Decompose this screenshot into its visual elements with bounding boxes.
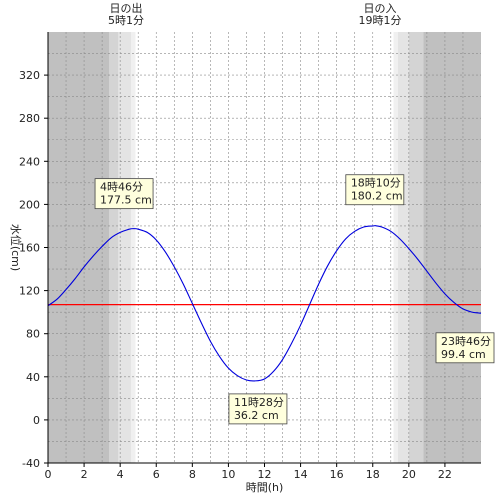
x-tick-label: 6 bbox=[153, 468, 160, 481]
callout-time: 11時28分 bbox=[234, 396, 284, 409]
callout-time: 23時46分 bbox=[441, 335, 491, 348]
sunset-title: 日の入 bbox=[364, 2, 397, 15]
sunrise-title: 日の出 bbox=[110, 1, 143, 15]
x-tick-label: 20 bbox=[402, 468, 416, 481]
callout-box bbox=[228, 393, 288, 425]
grid-lines bbox=[48, 32, 481, 463]
callout-level: 36.2 cm bbox=[234, 409, 279, 422]
callout-time: 18時10分 bbox=[351, 177, 401, 190]
y-tick-label: 160 bbox=[19, 242, 40, 255]
x-tick-label: 22 bbox=[438, 468, 452, 481]
night-band-morning bbox=[48, 32, 110, 463]
x-tick-label: 14 bbox=[294, 468, 308, 481]
y-tick-label: 120 bbox=[19, 285, 40, 298]
x-tick-label: 10 bbox=[221, 468, 235, 481]
sunset-time: 19時1分 bbox=[359, 14, 402, 27]
x-axis-title: 時間(h) bbox=[246, 481, 284, 494]
callout-box bbox=[435, 332, 495, 364]
y-tick-label: 280 bbox=[19, 112, 40, 125]
callout-box bbox=[94, 178, 154, 210]
y-tick-label: 40 bbox=[26, 371, 40, 384]
y-tick-label: 200 bbox=[19, 198, 40, 211]
x-tick-label: 4 bbox=[117, 468, 124, 481]
callout-level: 99.4 cm bbox=[441, 348, 486, 361]
axis-ticks: 0 2 4 6 8 10 12 14 16 18 20 22 -40 0 40 80 120 160 200 240 2… bbox=[19, 69, 452, 481]
x-tick-label: 16 bbox=[330, 468, 344, 481]
y-tick-label: 320 bbox=[19, 69, 40, 82]
sunrise-time: 5時1分 bbox=[108, 14, 144, 27]
twilight-band-evening-2 bbox=[398, 32, 409, 463]
y-tick-label: -40 bbox=[22, 457, 40, 470]
y-tick-label: 0 bbox=[33, 414, 40, 427]
y-tick-label: 80 bbox=[26, 328, 40, 341]
tide-level-line bbox=[47, 225, 482, 382]
y-axis-title: 水位(cm) bbox=[9, 224, 23, 271]
tide-series bbox=[47, 225, 482, 382]
x-tick-label: 0 bbox=[45, 468, 52, 481]
x-tick-label: 2 bbox=[81, 468, 88, 481]
callout-level: 177.5 cm bbox=[100, 194, 152, 207]
x-tick-label: 18 bbox=[366, 468, 380, 481]
x-tick-label: 12 bbox=[258, 468, 272, 481]
callout-level: 180.2 cm bbox=[351, 190, 403, 203]
x-tick-label: 8 bbox=[189, 468, 196, 481]
twilight-band-evening-1 bbox=[393, 32, 399, 463]
callout-box bbox=[345, 174, 405, 206]
callout-time: 4時46分 bbox=[100, 181, 143, 194]
y-tick-label: 240 bbox=[19, 155, 40, 168]
